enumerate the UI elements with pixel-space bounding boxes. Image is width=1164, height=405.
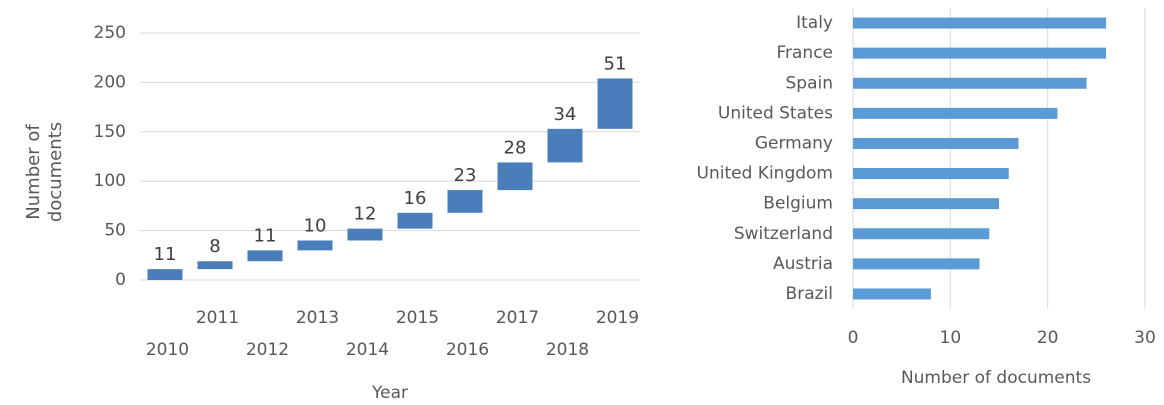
bar xyxy=(853,228,990,240)
y-tick-label: United Kingdom xyxy=(697,164,833,184)
y-tick-label: Belgium xyxy=(763,194,833,214)
bar xyxy=(297,240,333,251)
bar xyxy=(853,168,1009,180)
y-tick-label: Austria xyxy=(773,254,833,274)
y-tick-label: 0 xyxy=(115,270,126,290)
x-tick-label: 10 xyxy=(940,328,962,348)
x-axis-label: Number of documents xyxy=(901,368,1091,388)
data-label: 10 xyxy=(304,215,327,236)
y-tick-label: Switzerland xyxy=(734,224,833,244)
bar xyxy=(853,107,1058,119)
x-axis-label: Year xyxy=(371,383,408,403)
bar xyxy=(853,47,1107,59)
data-label: 11 xyxy=(154,244,177,265)
x-tick-label: 30 xyxy=(1134,328,1156,348)
y-tick-label: Italy xyxy=(796,13,833,33)
y-tick-label: 50 xyxy=(104,221,126,241)
x-tick-label: 2015 xyxy=(396,308,439,328)
x-tick-label: 20 xyxy=(1037,328,1059,348)
y-tick-label: Germany xyxy=(755,133,833,153)
bar xyxy=(853,137,1019,149)
bar xyxy=(853,77,1087,89)
data-label: 12 xyxy=(354,204,377,225)
bar xyxy=(497,162,533,191)
data-label: 23 xyxy=(454,165,477,186)
bar xyxy=(347,228,383,241)
y-tick-label: 150 xyxy=(94,122,126,142)
x-tick-label: 2014 xyxy=(346,340,389,360)
bar xyxy=(447,190,483,213)
x-tick-label: 2016 xyxy=(446,340,489,360)
data-label: 16 xyxy=(404,188,427,209)
bar xyxy=(397,212,433,229)
x-tick-label: 2017 xyxy=(496,308,539,328)
bar xyxy=(853,17,1107,29)
data-label: 51 xyxy=(604,53,627,74)
x-tick-label: 2013 xyxy=(296,308,339,328)
data-label: 28 xyxy=(504,137,527,158)
x-tick-label: 2019 xyxy=(596,308,639,328)
x-tick-label: 0 xyxy=(848,328,859,348)
y-tick-label: 100 xyxy=(94,171,126,191)
bar xyxy=(853,258,980,270)
bar xyxy=(853,198,999,210)
bar xyxy=(547,128,583,163)
data-label: 8 xyxy=(209,236,220,257)
y-tick-label: United States xyxy=(718,103,833,123)
x-tick-label: 2012 xyxy=(246,340,289,360)
y-tick-label: 200 xyxy=(94,72,126,92)
y-tick-label: Spain xyxy=(786,73,834,93)
y-tick-label: 250 xyxy=(94,23,126,43)
x-tick-label: 2018 xyxy=(546,340,589,360)
data-label: 11 xyxy=(254,225,277,246)
bar xyxy=(147,269,183,280)
y-axis-label: Number of documents xyxy=(23,121,66,223)
y-tick-label: France xyxy=(776,43,833,63)
bar xyxy=(197,261,233,270)
y-tick-label: Brazil xyxy=(786,284,833,304)
bar xyxy=(853,288,931,300)
x-tick-label: 2011 xyxy=(196,308,239,328)
x-tick-label: 2010 xyxy=(146,340,189,360)
data-label: 34 xyxy=(554,104,577,125)
bar xyxy=(597,78,633,129)
bar xyxy=(247,250,283,262)
